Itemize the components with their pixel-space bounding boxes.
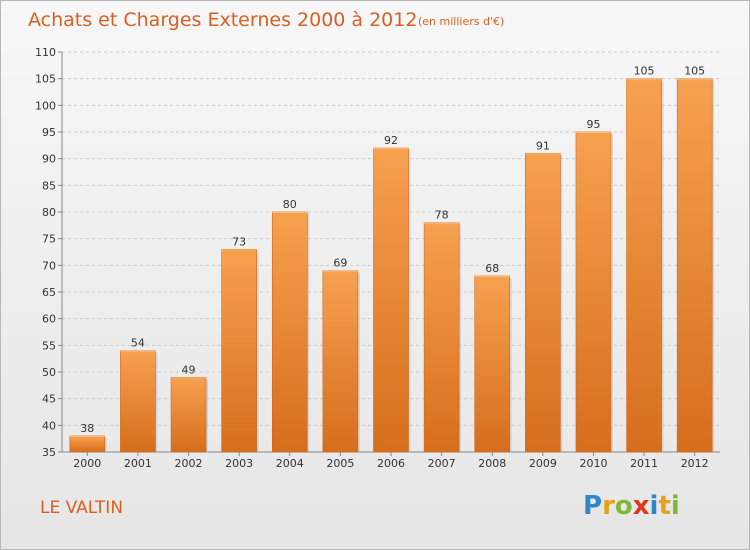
- y-tick-label: 95: [42, 126, 56, 139]
- y-tick-label: 75: [42, 233, 56, 246]
- y-tick-label: 85: [42, 179, 56, 192]
- bar: [120, 350, 156, 453]
- bar-value-label: 91: [536, 139, 550, 152]
- axes: 35 40 45 50 55 60 65 70 75 80 85 90 95 100 105 110 2000 2…: [35, 46, 720, 470]
- bar: [525, 153, 561, 453]
- bar: [575, 131, 612, 453]
- bar-value-label: 78: [435, 209, 449, 222]
- x-tick-label: 2006: [377, 457, 405, 470]
- bar: [322, 270, 359, 453]
- chart-title: Achats et Charges Externes 2000 à 2012: [28, 9, 418, 31]
- bar-value-label: 105: [634, 65, 655, 78]
- bar: [423, 222, 460, 453]
- x-tick-label: 2008: [478, 457, 506, 470]
- logo-letter: i: [670, 491, 680, 521]
- y-tick-label: 100: [35, 99, 56, 112]
- bar-value-label: 73: [232, 235, 246, 248]
- y-tick-label: 40: [42, 419, 56, 432]
- x-tick-label: 2000: [73, 457, 101, 470]
- y-tick-label: 45: [42, 393, 56, 406]
- logo-letter: P: [583, 491, 603, 521]
- bar: [221, 249, 257, 453]
- bar-value-label: 49: [182, 363, 196, 376]
- bar: [373, 147, 409, 453]
- logo-letter: t: [658, 491, 671, 521]
- x-tick-label: 2009: [529, 457, 557, 470]
- y-tick-label: 60: [42, 313, 56, 326]
- y-tick-label: 110: [35, 46, 56, 59]
- bar-value-label: 92: [384, 134, 398, 147]
- proxiti-logo: Proxiti: [583, 491, 680, 521]
- bar: [69, 435, 106, 453]
- bar-value-label: 68: [485, 262, 499, 275]
- x-tick-label: 2002: [175, 457, 203, 470]
- bar: [626, 78, 662, 453]
- bar: [170, 377, 207, 453]
- bar-value-label: 38: [80, 422, 94, 435]
- y-tick-label: 80: [42, 206, 56, 219]
- x-tick-label: 2005: [326, 457, 354, 470]
- bar-value-label: 80: [283, 198, 297, 211]
- bar: [474, 275, 511, 453]
- x-tick-label: 2011: [630, 457, 658, 470]
- bar-value-label: 105: [684, 65, 705, 78]
- y-tick-label: 65: [42, 286, 56, 299]
- y-tick-label: 90: [42, 153, 56, 166]
- y-tick-label: 35: [42, 446, 56, 459]
- x-tick-label: 2010: [579, 457, 607, 470]
- chart-subtitle: (en milliers d'€): [418, 15, 505, 28]
- labels: 38 54 49 73 80 69 92 78 68 91 95 105 105: [80, 65, 705, 435]
- bars: [69, 78, 715, 453]
- bar: [676, 78, 713, 453]
- logo-letter: o: [614, 491, 633, 521]
- y-tick-label: 70: [42, 259, 56, 272]
- x-tick-label: 2001: [124, 457, 152, 470]
- x-tick-label: 2012: [681, 457, 709, 470]
- bar-value-label: 69: [333, 257, 347, 270]
- x-tick-label: 2004: [276, 457, 304, 470]
- y-tick-label: 50: [42, 366, 56, 379]
- logo-letter: x: [632, 491, 650, 521]
- bar-value-label: 54: [131, 337, 145, 350]
- bar: [271, 211, 308, 453]
- logo-letter: r: [602, 491, 615, 521]
- x-tick-label: 2007: [428, 457, 456, 470]
- x-tick-label: 2003: [225, 457, 253, 470]
- y-tick-label: 105: [35, 73, 56, 86]
- logo-letter: i: [649, 491, 659, 521]
- y-tick-label: 55: [42, 339, 56, 352]
- bar-value-label: 95: [586, 118, 600, 131]
- commune-name: LE VALTIN: [40, 498, 124, 518]
